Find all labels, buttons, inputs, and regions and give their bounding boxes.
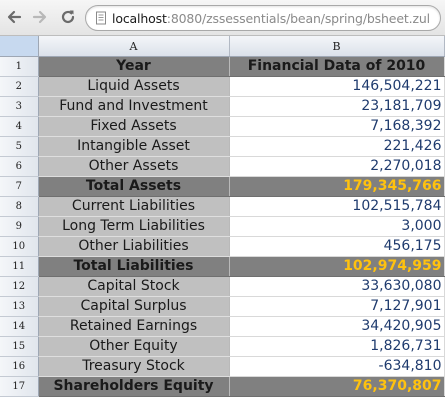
url-text: localhost:8080/zssessentials/bean/spring… [112, 11, 430, 26]
cell-label[interactable]: Capital Stock [38, 276, 230, 297]
cell-value[interactable]: 34,420,905 [229, 316, 445, 337]
address-bar[interactable]: localhost:8080/zssessentials/bean/spring… [85, 5, 441, 31]
row-header[interactable]: 14 [0, 316, 39, 337]
sheet-grid: A B 1 Year Financial Data of 2010 2 Liquid A… [0, 36, 445, 397]
row-header[interactable]: 10 [0, 236, 39, 257]
sheet-row: 15 Other Equity 1,826,731 [0, 336, 445, 357]
sheet-row: 7 Total Assets 179,345,766 [0, 176, 445, 197]
sheet-row: 12 Capital Stock 33,630,080 [0, 276, 445, 297]
cell-value[interactable]: 221,426 [229, 136, 445, 157]
cell-value[interactable]: 3,000 [229, 216, 445, 237]
cell-value[interactable]: Financial Data of 2010 [229, 56, 445, 77]
column-header-b[interactable]: B [229, 36, 445, 57]
cell-label[interactable]: Other Assets [38, 156, 230, 177]
row-header[interactable]: 15 [0, 336, 39, 357]
spreadsheet: A B 1 Year Financial Data of 2010 2 Liquid A… [0, 36, 445, 400]
cell-label[interactable]: Long Term Liabilities [38, 216, 230, 237]
cell-value[interactable]: 33,630,080 [229, 276, 445, 297]
cell-label[interactable]: Liquid Assets [38, 76, 230, 97]
cell-label[interactable]: Treasury Stock [38, 356, 230, 377]
sheet-row: 2 Liquid Assets 146,504,221 [0, 76, 445, 97]
cell-label[interactable]: Other Equity [38, 336, 230, 357]
row-header[interactable]: 6 [0, 156, 39, 177]
forward-arrow-icon[interactable] [30, 8, 50, 28]
row-header[interactable]: 4 [0, 116, 39, 137]
column-header-a[interactable]: A [38, 36, 230, 57]
row-header[interactable]: 16 [0, 356, 39, 377]
back-arrow-icon[interactable] [4, 8, 24, 28]
row-header[interactable]: 12 [0, 276, 39, 297]
row-header[interactable]: 7 [0, 176, 39, 197]
cell-value[interactable]: 23,181,709 [229, 96, 445, 117]
sheet-body: 1 Year Financial Data of 2010 2 Liquid Asset… [0, 56, 445, 397]
sheet-row: 17 Shareholders Equity 76,370,807 [0, 376, 445, 397]
url-path: :8080/zssessentials/bean/spring/bsheet.z… [166, 11, 430, 26]
cell-label[interactable]: Other Liabilities [38, 236, 230, 257]
row-header[interactable]: 13 [0, 296, 39, 317]
cell-label[interactable]: Fund and Investment [38, 96, 230, 117]
cell-label[interactable]: Shareholders Equity [38, 376, 230, 397]
cell-value[interactable]: 146,504,221 [229, 76, 445, 97]
sheet-row: 8 Current Liabilities 102,515,784 [0, 196, 445, 217]
row-header[interactable]: 9 [0, 216, 39, 237]
page-icon [96, 11, 106, 25]
row-header[interactable]: 8 [0, 196, 39, 217]
cell-value[interactable]: 456,175 [229, 236, 445, 257]
sheet-row: 11 Total Liabilities 102,974,959 [0, 256, 445, 277]
row-header[interactable]: 1 [0, 56, 39, 77]
row-header[interactable]: 17 [0, 376, 39, 397]
row-header[interactable]: 3 [0, 96, 39, 117]
cell-value[interactable]: 102,515,784 [229, 196, 445, 217]
sheet-row: 14 Retained Earnings 34,420,905 [0, 316, 445, 337]
cell-value[interactable]: 102,974,959 [229, 256, 445, 277]
cell-label[interactable]: Year [38, 56, 230, 77]
cell-label[interactable]: Total Liabilities [38, 256, 230, 277]
column-header-row: A B [0, 36, 445, 57]
cell-value[interactable]: -634,810 [229, 356, 445, 377]
cell-label[interactable]: Capital Surplus [38, 296, 230, 317]
row-header[interactable]: 2 [0, 76, 39, 97]
cell-value[interactable]: 7,127,901 [229, 296, 445, 317]
cell-value[interactable]: 2,270,018 [229, 156, 445, 177]
sheet-row: 10 Other Liabilities 456,175 [0, 236, 445, 257]
cell-label[interactable]: Total Assets [38, 176, 230, 197]
select-all-corner[interactable] [0, 36, 39, 57]
sheet-row: 6 Other Assets 2,270,018 [0, 156, 445, 177]
cell-value[interactable]: 179,345,766 [229, 176, 445, 197]
row-header[interactable]: 5 [0, 136, 39, 157]
cell-label[interactable]: Fixed Assets [38, 116, 230, 137]
cell-label[interactable]: Intangible Asset [38, 136, 230, 157]
sheet-row: 1 Year Financial Data of 2010 [0, 56, 445, 77]
row-header[interactable]: 11 [0, 256, 39, 277]
cell-label[interactable]: Retained Earnings [38, 316, 230, 337]
browser-toolbar: localhost:8080/zssessentials/bean/spring… [0, 0, 445, 36]
sheet-row: 5 Intangible Asset 221,426 [0, 136, 445, 157]
cell-value[interactable]: 7,168,392 [229, 116, 445, 137]
sheet-row: 3 Fund and Investment 23,181,709 [0, 96, 445, 117]
cell-value[interactable]: 76,370,807 [229, 376, 445, 397]
sheet-row: 4 Fixed Assets 7,168,392 [0, 116, 445, 137]
sheet-row: 9 Long Term Liabilities 3,000 [0, 216, 445, 237]
sheet-row: 16 Treasury Stock -634,810 [0, 356, 445, 377]
reload-icon[interactable] [58, 8, 78, 28]
sheet-row: 13 Capital Surplus 7,127,901 [0, 296, 445, 317]
cell-value[interactable]: 1,826,731 [229, 336, 445, 357]
url-host: localhost [112, 11, 167, 26]
cell-label[interactable]: Current Liabilities [38, 196, 230, 217]
